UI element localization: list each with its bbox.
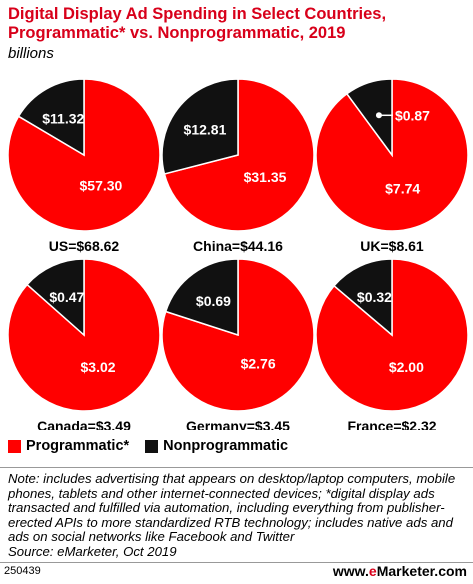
pie-title: France=$2.32 <box>347 418 436 430</box>
pie-chart-1: $57.30 $11.32 US=$68.62 <box>7 78 161 254</box>
pie-chart-5: $2.76 $0.69 Germany=$3.45 <box>161 258 315 430</box>
pie-chart-3: $7.74 $0.87 UK=$8.61 <box>315 78 469 254</box>
pie-title: UK=$8.61 <box>360 238 424 254</box>
legend-item-nonprogrammatic: Nonprogrammatic <box>145 438 288 454</box>
data-label-programmatic: $2.00 <box>389 359 424 375</box>
chart-subtitle: billions <box>8 45 54 62</box>
data-label-programmatic: $31.35 <box>244 169 287 185</box>
slice-nonprogrammatic <box>161 78 239 175</box>
data-label-programmatic: $3.02 <box>81 359 116 375</box>
pie-chart-4: $3.02 $0.47 Canada=$3.49 <box>7 258 161 430</box>
divider-top <box>0 467 473 468</box>
data-label-programmatic: $2.76 <box>241 356 276 372</box>
pie-charts: $57.30 $11.32 US=$68.62 $31.35 $12.81 China=$… <box>7 78 469 430</box>
legend-swatch-programmatic <box>8 439 21 453</box>
data-label-programmatic: $57.30 <box>80 178 123 194</box>
divider-bottom <box>0 562 473 563</box>
legend-item-programmatic: Programmatic* <box>8 438 129 454</box>
data-label-nonprogrammatic: $11.32 <box>42 111 84 127</box>
footnote: Note: includes advertising that appears … <box>8 471 456 559</box>
pie-chart-2: $31.35 $12.81 China=$44.16 <box>161 78 315 254</box>
pie-title: China=$44.16 <box>193 238 283 254</box>
pie-title: US=$68.62 <box>49 238 120 254</box>
slice-nonprogrammatic <box>26 258 85 337</box>
chart-title: Digital Display Ad Spending in Select Co… <box>8 5 387 42</box>
data-label-nonprogrammatic: $0.69 <box>196 293 231 309</box>
slice-nonprogrammatic <box>333 258 393 337</box>
data-label-nonprogrammatic: $0.32 <box>357 289 392 305</box>
slice-nonprogrammatic <box>164 258 239 337</box>
legend-swatch-nonprogrammatic <box>145 439 159 453</box>
slice-programmatic <box>163 78 315 232</box>
slice-nonprogrammatic <box>345 78 393 158</box>
brand-logo: www.eMarketer.com <box>332 563 467 579</box>
pie-title: Canada=$3.49 <box>37 418 131 430</box>
legend: Programmatic* Nonprogrammatic <box>8 438 304 454</box>
chart-id: 250439 <box>4 565 41 577</box>
data-label-nonprogrammatic: $0.47 <box>49 289 84 305</box>
legend-label-nonprogrammatic: Nonprogrammatic <box>163 438 289 454</box>
data-label-nonprogrammatic: $12.81 <box>184 121 227 137</box>
legend-label-programmatic: Programmatic* <box>26 438 130 454</box>
pie-title: Germany=$3.45 <box>186 418 290 430</box>
data-label-nonprogrammatic: $0.87 <box>395 107 430 123</box>
data-label-programmatic: $7.74 <box>385 180 420 196</box>
slice-nonprogrammatic <box>17 78 85 157</box>
pie-chart-6: $2.00 $0.32 France=$2.32 <box>315 258 469 430</box>
slice-programmatic <box>315 78 469 232</box>
